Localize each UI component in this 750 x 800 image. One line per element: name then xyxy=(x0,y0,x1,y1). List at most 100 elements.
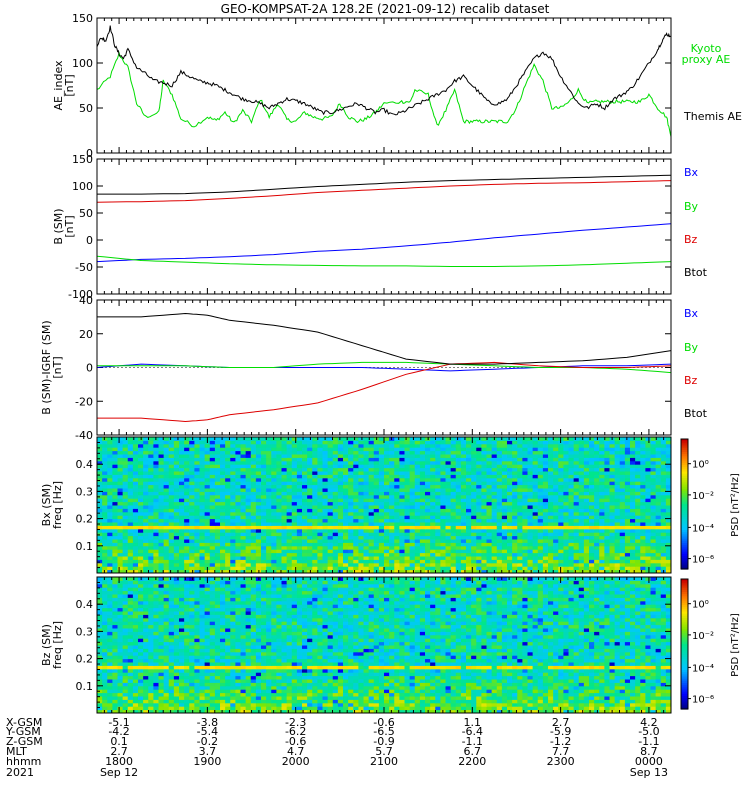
heatmap-cell xyxy=(655,525,662,530)
heatmap-cell xyxy=(168,481,175,486)
heatmap-cell xyxy=(542,484,549,489)
heatmap-cell xyxy=(537,443,544,448)
heatmap-cell xyxy=(542,522,549,526)
heatmap-cell xyxy=(655,460,662,465)
heatmap-cell xyxy=(537,474,544,479)
heatmap-cell xyxy=(486,535,493,540)
heatmap-cell xyxy=(425,552,431,557)
heatmap-cell xyxy=(665,545,672,550)
heatmap-cell xyxy=(619,484,626,489)
heatmap-cell xyxy=(312,460,318,465)
heatmap-cell xyxy=(384,488,390,492)
heatmap-cell xyxy=(609,562,616,567)
heatmap-cell xyxy=(276,515,283,520)
heatmap-cell xyxy=(445,464,452,469)
heatmap-cell xyxy=(117,515,124,520)
heatmap-cell xyxy=(624,556,631,560)
heatmap-cell xyxy=(481,532,488,537)
heatmap-cell xyxy=(496,481,503,486)
heatmap-cell xyxy=(220,518,226,523)
heatmap-cell xyxy=(553,556,559,560)
heatmap-cell xyxy=(430,447,436,452)
heatmap-cell xyxy=(112,528,119,533)
heatmap-cell xyxy=(389,525,395,530)
heatmap-cell xyxy=(532,464,539,469)
heatmap-cell xyxy=(394,481,400,486)
heatmap-cell xyxy=(409,494,416,499)
heatmap-cell xyxy=(471,528,477,533)
series-line-themis-ae xyxy=(96,25,672,116)
heatmap-cell xyxy=(225,518,231,523)
heatmap-cell xyxy=(583,467,590,472)
heatmap-cell xyxy=(368,559,375,564)
heatmap-cell xyxy=(291,491,298,496)
heatmap-cell xyxy=(645,477,652,482)
heatmap-cell xyxy=(286,460,293,465)
heatmap-cell xyxy=(496,460,503,465)
heatmap-cell xyxy=(630,443,636,448)
heatmap-cell xyxy=(481,464,488,469)
heatmap-cell xyxy=(327,532,334,537)
heatmap-cell xyxy=(337,562,344,567)
heatmap-cell xyxy=(358,556,365,560)
heatmap-cell xyxy=(450,501,457,506)
heatmap-cell xyxy=(189,508,195,513)
heatmap-cell xyxy=(250,464,257,469)
heatmap-cell xyxy=(624,454,631,458)
heatmap-cell xyxy=(250,474,257,479)
heatmap-cell xyxy=(363,460,370,465)
heatmap-cell xyxy=(261,488,267,492)
heatmap-cell xyxy=(563,559,570,564)
heatmap-cell xyxy=(261,515,267,520)
heatmap-cell xyxy=(409,542,416,547)
heatmap-cell xyxy=(614,569,621,574)
heatmap-cell xyxy=(640,505,646,509)
heatmap-cell xyxy=(522,528,529,533)
heatmap-cell xyxy=(291,481,298,486)
heatmap-cell xyxy=(450,569,457,574)
heatmap-cell xyxy=(132,494,139,499)
heatmap-cell xyxy=(168,528,175,533)
heatmap-cell xyxy=(97,471,103,475)
heatmap-cell xyxy=(245,535,252,540)
heatmap-cell xyxy=(619,491,626,496)
heatmap-cell xyxy=(214,515,221,520)
heatmap-cell xyxy=(537,515,544,520)
heatmap-cell xyxy=(235,477,242,482)
y-tick-label: 0 xyxy=(86,147,93,160)
heatmap-cell xyxy=(599,474,605,479)
heatmap-cell xyxy=(261,457,267,462)
heatmap-cell xyxy=(271,518,277,523)
heatmap-cell xyxy=(230,535,236,540)
heatmap-cell xyxy=(645,440,652,445)
heatmap-cell xyxy=(594,488,600,492)
heatmap-cell xyxy=(363,464,370,469)
heatmap-cell xyxy=(455,464,462,469)
heatmap-cell xyxy=(143,477,149,482)
heatmap-cell xyxy=(184,464,190,469)
heatmap-cell xyxy=(512,542,518,547)
heatmap-cell xyxy=(158,539,165,543)
heatmap-cell xyxy=(276,545,283,550)
heatmap-cell xyxy=(517,488,523,492)
heatmap-cell xyxy=(281,545,288,550)
heatmap-cell xyxy=(194,522,201,526)
heatmap-cell xyxy=(302,488,308,492)
heatmap-cell xyxy=(97,556,103,560)
heatmap-cell xyxy=(286,437,293,441)
heatmap-cell xyxy=(255,484,262,489)
heatmap-cell xyxy=(322,518,329,523)
heatmap-cell xyxy=(548,457,554,462)
heatmap-cell xyxy=(532,511,539,516)
heatmap-cell xyxy=(496,545,503,550)
heatmap-cell xyxy=(614,484,621,489)
heatmap-cell xyxy=(512,535,518,540)
heatmap-cell xyxy=(97,450,103,455)
heatmap-cell xyxy=(645,508,652,513)
heatmap-cell xyxy=(614,525,621,530)
heatmap-cell xyxy=(394,552,400,557)
heatmap-cell xyxy=(348,525,354,530)
heatmap-cell xyxy=(471,542,477,547)
heatmap-cell xyxy=(450,491,457,496)
heatmap-cell xyxy=(255,515,262,520)
